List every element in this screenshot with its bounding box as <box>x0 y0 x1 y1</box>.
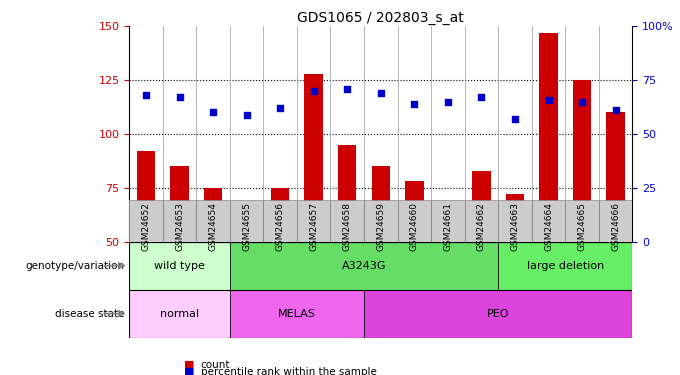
Text: normal: normal <box>160 309 199 318</box>
Bar <box>204 188 222 242</box>
Text: GSM24664: GSM24664 <box>544 202 553 251</box>
Text: GSM24656: GSM24656 <box>275 202 285 251</box>
Bar <box>129 290 230 338</box>
Title: GDS1065 / 202803_s_at: GDS1065 / 202803_s_at <box>297 11 464 25</box>
Text: percentile rank within the sample: percentile rank within the sample <box>201 367 377 375</box>
Bar <box>506 194 524 242</box>
Point <box>308 88 319 94</box>
Bar <box>137 151 155 242</box>
Bar <box>599 200 632 242</box>
Text: MELAS: MELAS <box>278 309 316 318</box>
Bar <box>398 200 431 242</box>
Text: GSM24665: GSM24665 <box>577 202 587 251</box>
Text: ■: ■ <box>184 367 194 375</box>
Point <box>409 101 420 107</box>
Point <box>509 116 520 122</box>
Text: GSM24663: GSM24663 <box>511 202 520 251</box>
Point <box>610 107 621 113</box>
Point <box>375 90 386 96</box>
Bar <box>170 166 189 242</box>
Point <box>241 112 252 118</box>
Point <box>543 96 554 102</box>
Bar <box>297 200 330 242</box>
Point <box>141 92 152 98</box>
Bar <box>498 242 632 290</box>
Bar <box>338 145 356 242</box>
Point <box>342 86 353 92</box>
Text: wild type: wild type <box>154 261 205 271</box>
Bar <box>237 237 256 242</box>
Bar <box>263 200 297 242</box>
Bar <box>163 200 197 242</box>
Text: count: count <box>201 360 230 369</box>
Text: large deletion: large deletion <box>527 261 604 271</box>
Bar <box>431 200 464 242</box>
Bar <box>472 171 491 242</box>
Bar <box>330 200 364 242</box>
Bar <box>405 182 424 242</box>
Bar <box>607 112 625 242</box>
Text: GSM24658: GSM24658 <box>343 202 352 251</box>
Text: GSM24652: GSM24652 <box>141 202 150 251</box>
Text: GSM24653: GSM24653 <box>175 202 184 251</box>
Bar <box>230 242 498 290</box>
Bar <box>532 200 565 242</box>
Text: genotype/variation: genotype/variation <box>25 261 124 271</box>
Bar <box>230 290 364 338</box>
Point <box>577 99 588 105</box>
Bar <box>439 205 457 242</box>
Bar <box>129 200 163 242</box>
Bar <box>565 200 599 242</box>
Point <box>275 105 286 111</box>
Text: ■: ■ <box>184 360 194 369</box>
Text: GSM24666: GSM24666 <box>611 202 620 251</box>
Text: GSM24660: GSM24660 <box>410 202 419 251</box>
Bar <box>305 74 323 242</box>
Bar <box>230 200 263 242</box>
Text: PEO: PEO <box>487 309 509 318</box>
Point <box>443 99 454 105</box>
Bar <box>197 200 230 242</box>
Point <box>174 94 185 100</box>
Text: A3243G: A3243G <box>342 261 386 271</box>
Point <box>476 94 487 100</box>
Bar <box>271 188 290 242</box>
Bar <box>371 166 390 242</box>
Text: GSM24662: GSM24662 <box>477 202 486 251</box>
Point <box>207 110 218 116</box>
Text: GSM24661: GSM24661 <box>443 202 452 251</box>
Bar <box>364 200 398 242</box>
Bar <box>129 242 230 290</box>
Text: GSM24654: GSM24654 <box>209 202 218 251</box>
Text: GSM24659: GSM24659 <box>376 202 386 251</box>
Bar <box>464 200 498 242</box>
Bar <box>364 290 632 338</box>
Text: disease state: disease state <box>54 309 124 318</box>
Bar <box>498 200 532 242</box>
Bar <box>539 33 558 242</box>
Text: GSM24657: GSM24657 <box>309 202 318 251</box>
Text: GSM24655: GSM24655 <box>242 202 251 251</box>
Bar <box>573 80 592 242</box>
